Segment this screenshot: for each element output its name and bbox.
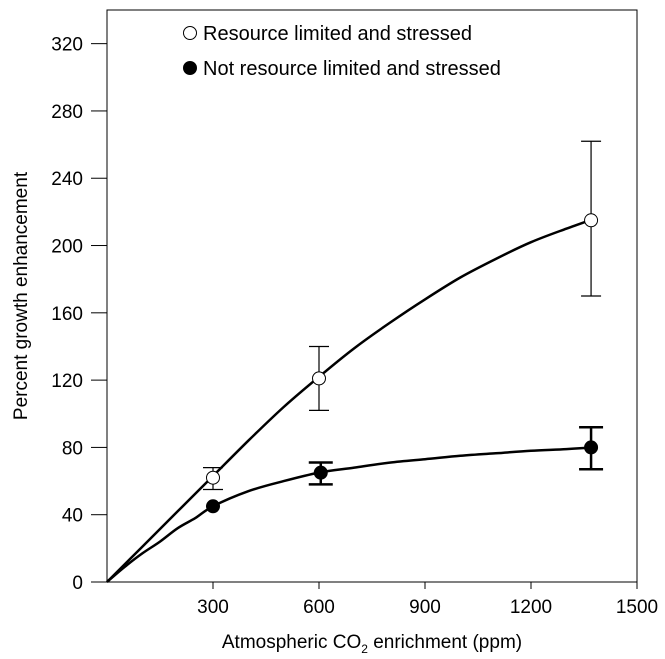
open-circle-point <box>312 371 326 386</box>
filled-circle-point <box>313 465 328 480</box>
y-tick-label: 0 <box>72 573 83 594</box>
x-tick-label: 1200 <box>510 597 552 618</box>
x-tick-label: 1500 <box>616 597 658 618</box>
legend-filled-circle-icon <box>183 61 197 75</box>
fit-curve-series-1 <box>106 217 596 583</box>
legend-label-series-2: Not resource limited and stressed <box>203 58 501 80</box>
x-tick-label: 300 <box>197 597 229 618</box>
legend-open-circle-icon <box>183 26 197 40</box>
x-axis-label: Atmospheric CO2 enrichment (ppm) <box>222 632 522 656</box>
filled-circle-point <box>206 499 220 514</box>
y-axis-ticks: 0 40 80 120 160 200 240 280 320 <box>51 35 107 594</box>
filled-circle-point <box>584 440 599 455</box>
x-tick-label: 600 <box>303 597 335 618</box>
legend: Resource limited and stressed Not resourc… <box>183 23 501 80</box>
y-tick-label: 240 <box>51 169 83 190</box>
plot-frame <box>106 9 638 583</box>
fit-curves <box>106 217 596 583</box>
x-axis-ticks: 300 600 900 1200 1500 <box>197 582 658 618</box>
y-tick-label: 160 <box>51 304 83 325</box>
x-tick-label: 900 <box>409 597 441 618</box>
x-axis-label-suffix: enrichment (ppm) <box>368 632 522 653</box>
y-tick-label: 320 <box>51 35 83 56</box>
error-bars <box>203 140 604 491</box>
open-circle-point <box>584 213 599 228</box>
y-tick-label: 280 <box>51 102 83 123</box>
y-tick-label: 120 <box>51 371 83 392</box>
legend-label-series-1: Resource limited and stressed <box>203 23 472 45</box>
open-circle-point <box>206 470 220 485</box>
y-tick-label: 200 <box>51 237 83 258</box>
y-tick-label: 40 <box>62 506 83 527</box>
y-axis-label: Percent growth enhancement <box>11 171 32 420</box>
x-axis-label-prefix: Atmospheric CO <box>222 632 361 653</box>
x-axis-label-subscript: 2 <box>361 642 368 656</box>
y-tick-label: 80 <box>62 438 83 459</box>
data-points <box>206 213 599 514</box>
fit-curve-series-2 <box>106 446 595 583</box>
